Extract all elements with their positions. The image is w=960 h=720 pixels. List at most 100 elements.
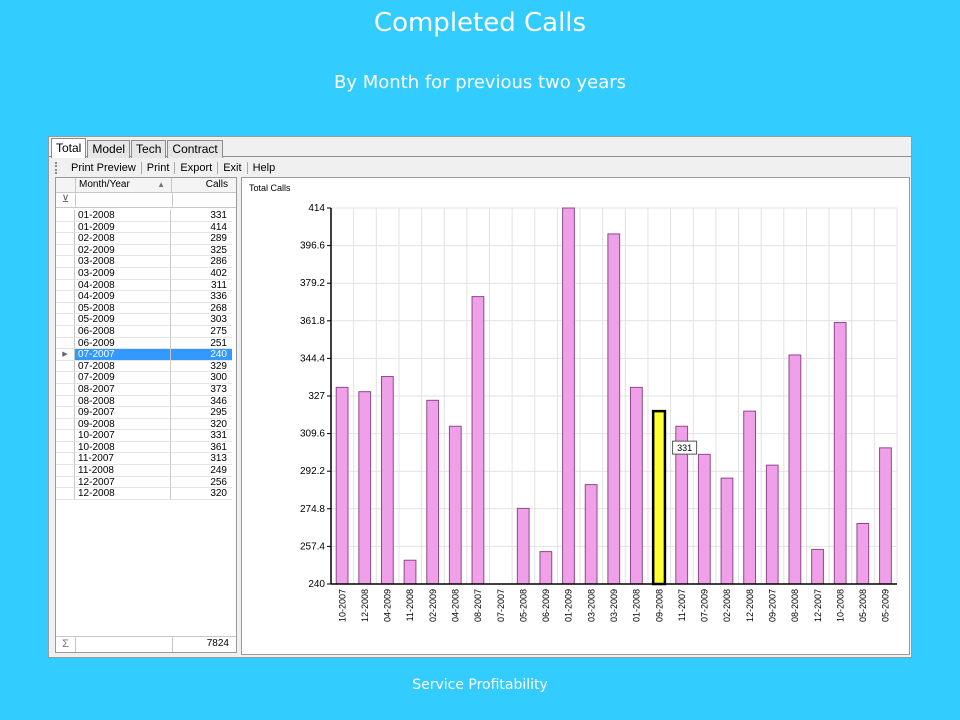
cell-month[interactable]: 03-2008 <box>75 256 171 268</box>
cell-month[interactable]: 03-2009 <box>75 267 171 280</box>
cell-calls[interactable]: 325 <box>171 245 232 257</box>
cell-month[interactable]: 04-2009 <box>75 291 171 303</box>
cell-month[interactable]: 08-2008 <box>75 395 171 408</box>
filter-icon[interactable]: ⊻ <box>56 193 76 207</box>
table-row[interactable]: 07-2008 329 <box>56 360 236 373</box>
cell-month[interactable]: 06-2009 <box>75 337 171 350</box>
cell-calls[interactable]: 331 <box>171 210 232 222</box>
table-row[interactable]: 05-2009 303 <box>56 314 236 326</box>
toolbar-grip-icon[interactable] <box>55 162 60 174</box>
cell-month[interactable]: 12-2008 <box>75 488 171 500</box>
print-preview-button[interactable]: Print Preview <box>71 162 136 174</box>
exit-button[interactable]: Exit <box>223 162 242 174</box>
row-selector[interactable] <box>56 407 75 419</box>
cell-month[interactable]: 01-2009 <box>75 221 171 234</box>
table-row[interactable]: 08-2008 346 <box>56 395 236 408</box>
table-row[interactable]: 05-2008 268 <box>56 302 236 315</box>
cell-month[interactable]: 12-2007 <box>75 476 171 489</box>
column-header-calls[interactable]: Calls <box>205 179 228 190</box>
table-row[interactable]: 06-2008 275 <box>56 325 236 338</box>
table-row[interactable]: 11-2007 313 <box>56 453 236 466</box>
cell-calls[interactable]: 286 <box>171 256 232 268</box>
cell-calls[interactable]: 414 <box>171 222 232 234</box>
cell-calls[interactable]: 402 <box>171 268 232 280</box>
row-selector[interactable] <box>56 383 75 396</box>
cell-month[interactable]: 11-2008 <box>75 465 171 477</box>
cell-calls[interactable]: 289 <box>171 233 232 245</box>
row-selector[interactable] <box>56 372 75 384</box>
row-selector[interactable] <box>56 430 75 442</box>
table-row[interactable]: 03-2008 286 <box>56 256 236 268</box>
table-row[interactable]: 04-2009 336 <box>56 291 236 303</box>
row-selector[interactable] <box>56 465 75 477</box>
tab-model[interactable]: Model <box>87 140 131 158</box>
table-row[interactable]: 09-2007 295 <box>56 407 236 419</box>
cell-calls[interactable]: 303 <box>171 314 232 326</box>
cell-month[interactable]: 07-2009 <box>75 372 171 384</box>
tab-total[interactable]: Total <box>51 138 87 158</box>
table-row[interactable]: 10-2007 331 <box>56 430 236 442</box>
export-button[interactable]: Export <box>180 162 213 174</box>
table-row[interactable]: 02-2008 289 <box>56 233 236 245</box>
cell-calls[interactable]: 361 <box>171 442 232 454</box>
cell-calls[interactable]: 320 <box>171 488 232 500</box>
cell-calls[interactable]: 320 <box>171 419 232 431</box>
cell-month[interactable]: 09-2008 <box>75 418 171 431</box>
row-selector[interactable] <box>56 395 75 408</box>
row-selector[interactable] <box>56 314 75 326</box>
row-selector[interactable] <box>56 337 75 350</box>
tab-contract[interactable]: Contract <box>167 140 223 158</box>
filter-calls-cell[interactable] <box>173 193 234 207</box>
row-selector[interactable] <box>56 453 75 466</box>
cell-month[interactable]: 08-2007 <box>75 383 171 396</box>
row-selector[interactable] <box>56 279 75 292</box>
table-row[interactable]: 10-2008 361 <box>56 441 236 454</box>
table-row[interactable]: 01-2009 414 <box>56 221 236 234</box>
row-selector[interactable] <box>56 418 75 431</box>
row-selector[interactable] <box>56 325 75 338</box>
row-selector[interactable] <box>56 221 75 234</box>
cell-month[interactable]: 02-2009 <box>75 244 171 257</box>
table-row[interactable]: ▶ 07-2007 240 <box>56 349 236 361</box>
row-selector[interactable] <box>56 256 75 268</box>
table-row[interactable]: 04-2008 311 <box>56 279 236 292</box>
cell-month[interactable]: 07-2007 <box>75 349 171 361</box>
cell-month[interactable]: 10-2008 <box>75 441 171 454</box>
column-header-month[interactable]: Month/Year ▲ <box>76 178 172 192</box>
row-selector[interactable] <box>56 210 75 222</box>
row-selector[interactable] <box>56 441 75 454</box>
cell-calls[interactable]: 268 <box>171 303 232 315</box>
cell-month[interactable]: 11-2007 <box>75 453 171 466</box>
table-row[interactable]: 01-2008 331 <box>56 210 236 222</box>
row-selector[interactable] <box>56 302 75 315</box>
cell-calls[interactable]: 329 <box>171 361 232 373</box>
help-button[interactable]: Help <box>252 162 276 174</box>
cell-month[interactable]: 01-2008 <box>75 210 171 222</box>
cell-month[interactable]: 05-2009 <box>75 314 171 326</box>
row-current-indicator-icon[interactable]: ▶ <box>56 349 75 361</box>
cell-calls[interactable]: 249 <box>171 465 232 477</box>
table-row[interactable]: 09-2008 320 <box>56 418 236 431</box>
cell-month[interactable]: 06-2008 <box>75 325 171 338</box>
row-selector[interactable] <box>56 244 75 257</box>
table-row[interactable]: 12-2008 320 <box>56 488 236 500</box>
table-row[interactable]: 11-2008 249 <box>56 465 236 477</box>
cell-calls[interactable]: 295 <box>171 407 232 419</box>
print-button[interactable]: Print <box>146 162 170 174</box>
cell-month[interactable]: 10-2007 <box>75 430 171 442</box>
cell-calls[interactable]: 251 <box>171 338 232 350</box>
cell-calls[interactable]: 256 <box>171 477 232 489</box>
table-row[interactable]: 12-2007 256 <box>56 476 236 489</box>
cell-calls[interactable]: 275 <box>171 326 232 338</box>
filter-month-cell[interactable] <box>76 193 173 207</box>
table-row[interactable]: 03-2009 402 <box>56 267 236 280</box>
cell-calls[interactable]: 313 <box>171 453 232 466</box>
cell-month[interactable]: 09-2007 <box>75 407 171 419</box>
tab-tech[interactable]: Tech <box>131 140 167 158</box>
row-selector[interactable] <box>56 267 75 280</box>
cell-month[interactable]: 02-2008 <box>75 233 171 245</box>
cell-month[interactable]: 05-2008 <box>75 302 171 315</box>
cell-calls[interactable]: 373 <box>171 384 232 396</box>
row-selector[interactable] <box>56 233 75 245</box>
table-row[interactable]: 02-2009 325 <box>56 244 236 257</box>
